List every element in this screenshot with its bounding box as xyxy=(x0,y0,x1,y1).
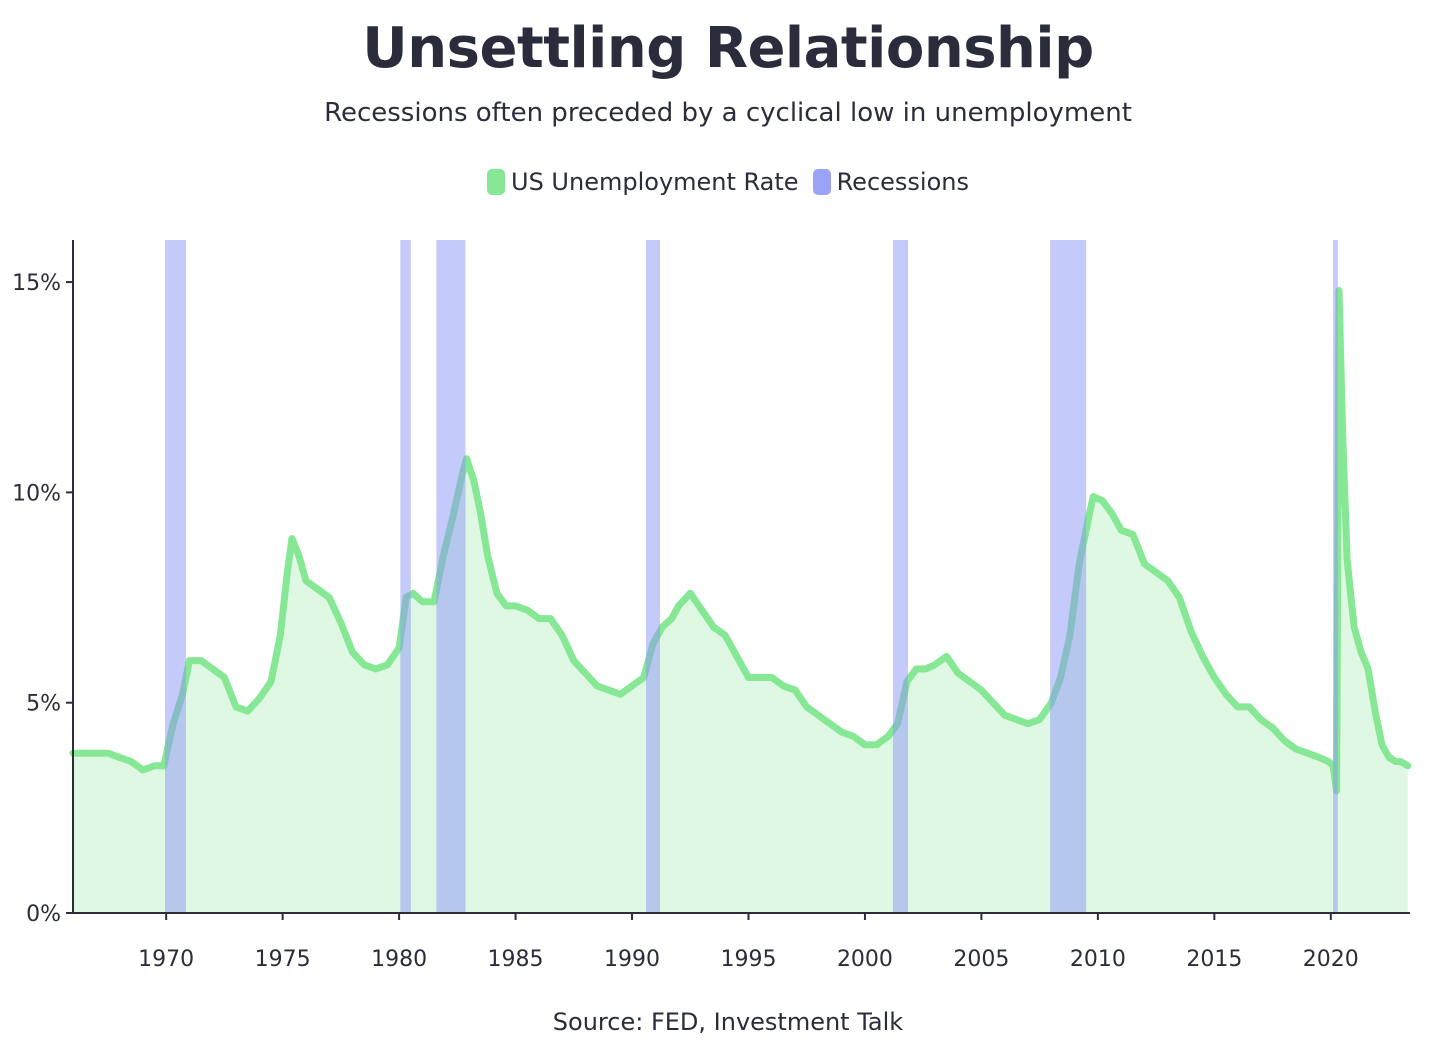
x-tick-label: 1985 xyxy=(488,947,544,972)
x-tick-label: 2020 xyxy=(1303,947,1359,972)
y-tick-label: 10% xyxy=(12,481,61,506)
chart-title: Unsettling Relationship xyxy=(362,16,1094,81)
x-tick-label: 2005 xyxy=(953,947,1009,972)
x-tick-label: 2000 xyxy=(837,947,893,972)
chart-legend: US Unemployment Rate Recessions xyxy=(0,168,1456,196)
recession-band-7 xyxy=(1333,240,1338,913)
chart-plot: 0% 5% 10% 15% 1970 1975 1980 1985 1990 1995 2000 20… xyxy=(12,240,1412,972)
legend-swatch-unemployment xyxy=(487,169,505,195)
y-tick-label: 0% xyxy=(26,902,61,927)
unemployment-line xyxy=(69,287,1412,795)
x-tick-label: 1980 xyxy=(371,947,427,972)
recession-band-5 xyxy=(892,240,908,913)
x-tick-label: 1975 xyxy=(255,947,311,972)
y-tick-label: 15% xyxy=(12,271,61,296)
recession-band-6 xyxy=(1050,240,1087,913)
x-tick-label: 2010 xyxy=(1070,947,1126,972)
legend-item-recessions[interactable]: Recessions xyxy=(812,168,969,196)
y-tick-label: 5% xyxy=(26,692,61,717)
legend-label-recessions: Recessions xyxy=(836,168,969,196)
x-tick-label: 2015 xyxy=(1186,947,1242,972)
x-tick-label: 1970 xyxy=(138,947,194,972)
legend-label-unemployment: US Unemployment Rate xyxy=(511,168,799,196)
legend-swatch-recessions xyxy=(812,169,831,195)
recession-band-2 xyxy=(400,240,411,913)
chart-source: Source: FED, Investment Talk xyxy=(552,1008,904,1036)
legend-item-unemployment[interactable]: US Unemployment Rate xyxy=(487,168,799,196)
unemployment-area xyxy=(73,290,1408,913)
x-tick-label: 1995 xyxy=(720,947,776,972)
chart-subtitle: Recessions often preceded by a cyclical … xyxy=(324,98,1132,128)
recession-band-1 xyxy=(165,240,186,913)
x-tick-label: 1990 xyxy=(604,947,660,972)
recession-band-4 xyxy=(646,240,660,913)
recession-band-3 xyxy=(436,240,466,913)
